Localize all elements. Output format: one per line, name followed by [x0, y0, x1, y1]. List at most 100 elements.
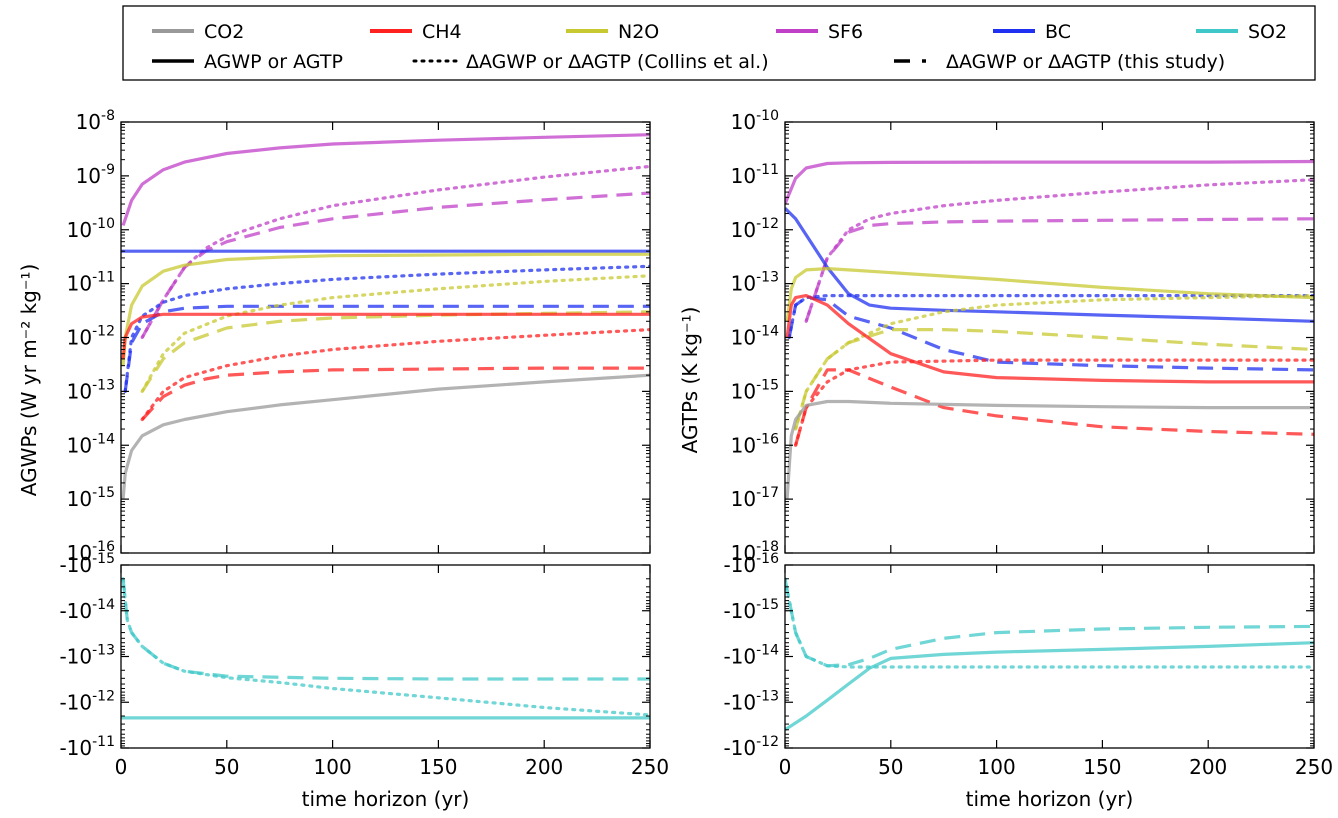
- series-so2-dashed: [785, 578, 1314, 668]
- panels: 10-8 10-9 10-10 10-11 10-12 10-13 10-14 10-15 10…: [17, 108, 1333, 811]
- series-ch4-dashed: [794, 368, 1314, 446]
- series-bc-dotted: [123, 264, 650, 393]
- legend-label: SF6: [828, 21, 863, 43]
- series-ch4-dotted: [140, 328, 650, 422]
- y-tick-label: -10-15: [59, 551, 115, 577]
- series-group: [121, 133, 650, 500]
- series-co2-solid: [785, 399, 1314, 500]
- legend-item-co2: CO2: [152, 21, 244, 43]
- y-tick-label: 10-9: [76, 162, 115, 188]
- y-tick-label: 10-18: [731, 539, 779, 565]
- series-n2o-solid: [785, 267, 1314, 322]
- series-ch4-dashed: [141, 366, 650, 421]
- y-tick-label: 10-12: [67, 324, 115, 350]
- legend-style-dashed: ΔAGWP or ΔAGTP (this study): [894, 51, 1225, 73]
- y-tick-label: 10-13: [67, 377, 115, 403]
- y-tick-label: 10-12: [731, 216, 779, 242]
- series-ch4-solid: [121, 312, 650, 360]
- y-tick-label: -10-11: [59, 734, 115, 760]
- legend: CO2 CH4 N2O SF6 BC SO2 AGWP or AGTP ΔAGWP or ΔA…: [122, 5, 1316, 81]
- series-bc-dashed: [787, 296, 1314, 372]
- y-tick-label: -10-13: [59, 643, 115, 669]
- x-tick-label: 0: [779, 755, 792, 779]
- series-so2-dashed: [121, 578, 650, 681]
- legend-style-solid: AGWP or AGTP: [152, 51, 343, 73]
- y-tick-label: 10-10: [731, 108, 779, 134]
- series-n2o-dotted: [140, 274, 650, 393]
- series-co2-solid: [121, 373, 650, 500]
- y-tick-label: 10-13: [731, 270, 779, 296]
- legend-label: CH4: [422, 21, 462, 43]
- y-axis-label-agwp: AGWPs (W yr m⁻² kg⁻¹): [17, 264, 41, 497]
- y-tick-label: 10-14: [67, 431, 115, 457]
- legend-label: BC: [1045, 21, 1071, 43]
- x-tick-label: 250: [1295, 755, 1333, 779]
- y-tick-label: 10-16: [67, 539, 115, 565]
- legend-item-ch4: CH4: [370, 21, 462, 43]
- series-ch4-solid: [785, 294, 1314, 384]
- y-tick-label: 10-16: [731, 431, 779, 457]
- panel-left-top: 10-8 10-9 10-10 10-11 10-12 10-13 10-14 10-15 10…: [67, 108, 651, 565]
- x-axis-label: time horizon (yr): [302, 787, 470, 811]
- x-tick-label: 250: [631, 755, 669, 779]
- series-sf6-dotted: [804, 178, 1314, 323]
- legend-item-so2: SO2: [1196, 21, 1287, 43]
- y-tick-label: -10-12: [723, 734, 779, 760]
- legend-item-sf6: SF6: [776, 21, 863, 43]
- series-sf6-solid: [121, 133, 650, 227]
- plot-frame: [784, 121, 1315, 554]
- x-tick-label: 200: [1189, 755, 1227, 779]
- y-tick-label: -10-14: [59, 597, 115, 623]
- y-tick-label: 10-10: [67, 216, 115, 242]
- x-tick-label: 200: [525, 755, 563, 779]
- series-sf6-solid: [785, 159, 1314, 205]
- series-so2-dotted: [121, 577, 650, 717]
- legend-item-n2o: N2O: [566, 21, 659, 43]
- plot-frame: [784, 564, 1315, 749]
- series-group: [785, 159, 1314, 500]
- y-tick-label: -10-12: [59, 688, 115, 714]
- series-so2-dotted: [785, 577, 1314, 669]
- legend-box: [122, 5, 1316, 81]
- x-tick-label: 150: [419, 755, 457, 779]
- series-n2o-solid: [121, 252, 650, 366]
- series-so2-solid: [785, 641, 1314, 732]
- series-group: [785, 577, 1314, 732]
- x-tick-label: 0: [115, 755, 128, 779]
- x-tick-label: 50: [878, 755, 903, 779]
- y-tick-label: 10-8: [76, 108, 115, 134]
- y-tick-label: -10-13: [723, 688, 779, 714]
- x-tick-label: 150: [1083, 755, 1121, 779]
- series-bc-dashed: [123, 304, 650, 392]
- series-n2o-dashed: [140, 310, 650, 393]
- legend-style-label: ΔAGWP or ΔAGTP (this study): [946, 51, 1225, 73]
- legend-label: SO2: [1248, 21, 1287, 43]
- legend-label: N2O: [618, 21, 659, 43]
- legend-style-dotted: ΔAGWP or ΔAGTP (Collins et al.): [412, 51, 769, 73]
- legend-style-label: ΔAGWP or ΔAGTP (Collins et al.): [466, 51, 769, 73]
- y-tick-label: 10-17: [731, 485, 779, 511]
- legend-item-bc: BC: [993, 21, 1071, 43]
- series-sf6-dashed: [140, 191, 650, 339]
- panel-right-top: 10-10 10-11 10-12 10-13 10-14 10-15 10-16 10-17…: [731, 108, 1315, 565]
- y-tick-label: -10-14: [723, 643, 779, 669]
- y-tick-label: 10-11: [731, 162, 779, 188]
- series-n2o-dashed: [794, 328, 1314, 430]
- x-tick-label: 100: [978, 755, 1016, 779]
- y-tick-label: -10-15: [723, 597, 779, 623]
- series-sf6-dashed: [804, 217, 1314, 322]
- panel-right-bottom: -10-16 -10-15 -10-14 -10-13 -10-120 50 100 150 2…: [723, 551, 1333, 811]
- legend-label: CO2: [204, 21, 244, 43]
- plot-frame: [120, 564, 651, 749]
- series-group: [121, 577, 650, 720]
- y-tick-label: 10-15: [67, 485, 115, 511]
- panel-left-bottom: -10-15 -10-14 -10-13 -10-12 -10-110 50 100 150 2…: [59, 551, 669, 811]
- y-axis-label-agtp: AGTPs (K kg⁻¹): [678, 307, 702, 454]
- legend-style-label: AGWP or AGTP: [204, 51, 343, 73]
- y-tick-label: 10-15: [731, 377, 779, 403]
- series-bc-solid: [785, 207, 1314, 323]
- x-axis-label: time horizon (yr): [966, 787, 1134, 811]
- y-tick-label: 10-11: [67, 270, 115, 296]
- y-tick-label: -10-16: [723, 551, 779, 577]
